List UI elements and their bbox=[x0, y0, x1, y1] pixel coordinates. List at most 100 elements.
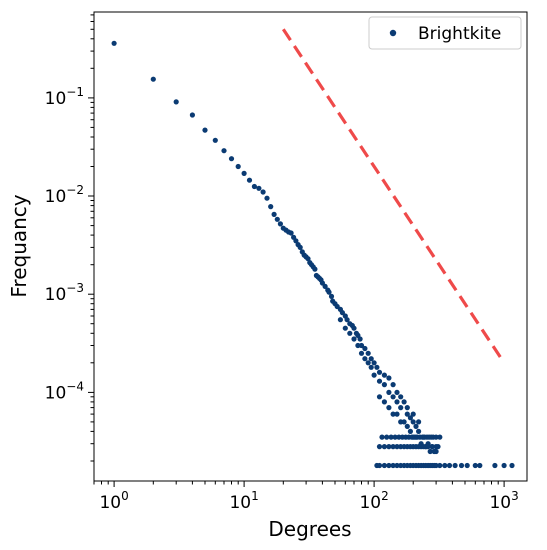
x-tick-label: 100 bbox=[99, 489, 128, 513]
data-point bbox=[394, 411, 400, 417]
data-point bbox=[189, 112, 195, 118]
data-point bbox=[347, 330, 353, 336]
data-point bbox=[357, 336, 363, 342]
data-point bbox=[381, 372, 387, 378]
data-point bbox=[351, 336, 357, 342]
data-point bbox=[173, 99, 179, 105]
data-point bbox=[221, 148, 227, 154]
data-point bbox=[427, 448, 433, 455]
x-tick-label: 102 bbox=[359, 489, 388, 513]
data-point bbox=[381, 444, 387, 450]
data-point bbox=[410, 411, 416, 417]
y-tick-label: 10−2 bbox=[45, 183, 84, 207]
data-point bbox=[293, 238, 299, 244]
data-point bbox=[371, 360, 377, 366]
data-point bbox=[337, 317, 343, 323]
data-point bbox=[371, 372, 377, 378]
y-axis-title: Frequancy bbox=[7, 194, 31, 297]
data-point bbox=[394, 462, 400, 469]
data-point bbox=[492, 462, 498, 469]
data-point bbox=[212, 137, 218, 143]
data-point bbox=[379, 434, 385, 440]
data-point bbox=[305, 256, 311, 262]
data-point bbox=[381, 462, 387, 469]
data-point bbox=[404, 405, 410, 411]
data-point bbox=[392, 434, 398, 440]
data-point bbox=[452, 462, 458, 469]
data-point bbox=[398, 405, 404, 411]
data-point bbox=[416, 428, 422, 434]
data-point bbox=[410, 419, 416, 425]
data-point bbox=[362, 345, 368, 352]
x-tick-label: 103 bbox=[489, 489, 518, 513]
data-point bbox=[431, 448, 437, 455]
data-point bbox=[260, 189, 266, 195]
data-point bbox=[386, 389, 392, 395]
data-point bbox=[390, 411, 396, 417]
data-point bbox=[376, 369, 383, 375]
data-point bbox=[458, 462, 465, 469]
data-point bbox=[368, 364, 374, 370]
data-point bbox=[344, 317, 350, 323]
data-point bbox=[111, 40, 117, 46]
data-point bbox=[401, 399, 407, 405]
reference-line bbox=[281, 28, 506, 364]
data-point bbox=[328, 293, 335, 299]
data-point bbox=[437, 462, 443, 469]
data-point bbox=[362, 356, 368, 362]
data-point bbox=[358, 350, 365, 356]
data-point bbox=[376, 378, 383, 384]
series-brightkite bbox=[111, 40, 515, 469]
data-point bbox=[442, 462, 448, 469]
data-point bbox=[264, 195, 270, 201]
data-point bbox=[509, 462, 515, 469]
data-point bbox=[407, 428, 413, 434]
data-point bbox=[416, 419, 422, 425]
data-point bbox=[376, 462, 383, 469]
data-point bbox=[312, 266, 318, 272]
data-point bbox=[386, 444, 392, 450]
data-point bbox=[384, 434, 390, 440]
y-tick-label: 10−4 bbox=[45, 379, 84, 403]
y-axis: 10−4 10−3 10−2 10−1 bbox=[45, 14, 94, 462]
data-point bbox=[413, 423, 419, 429]
data-point bbox=[386, 462, 392, 469]
data-point bbox=[435, 444, 441, 450]
y-tick-label: 10−3 bbox=[45, 281, 84, 305]
data-point bbox=[388, 434, 394, 440]
legend-box bbox=[368, 16, 522, 50]
data-point bbox=[404, 411, 410, 417]
data-point bbox=[339, 310, 345, 316]
data-point bbox=[381, 399, 387, 405]
data-point bbox=[390, 382, 396, 388]
data-point bbox=[355, 342, 361, 349]
data-point bbox=[326, 289, 332, 295]
data-point bbox=[390, 444, 396, 450]
data-point bbox=[274, 216, 280, 222]
data-point bbox=[477, 462, 483, 469]
data-point bbox=[202, 127, 208, 133]
x-tick-label: 101 bbox=[229, 489, 258, 513]
data-point bbox=[358, 342, 365, 349]
data-point bbox=[429, 444, 435, 450]
data-point bbox=[437, 434, 443, 440]
data-point bbox=[381, 382, 387, 388]
data-point bbox=[386, 375, 392, 381]
data-point bbox=[501, 462, 507, 469]
data-point bbox=[390, 394, 396, 400]
data-point bbox=[241, 170, 247, 176]
data-point bbox=[398, 394, 404, 400]
data-point bbox=[150, 76, 156, 82]
reference-line-layer bbox=[281, 28, 506, 364]
x-axis-title: Degrees bbox=[268, 517, 351, 541]
data-point bbox=[464, 462, 470, 469]
data-point bbox=[376, 444, 383, 450]
data-point bbox=[246, 177, 253, 183]
y-tick-label: 10−1 bbox=[45, 85, 84, 109]
data-point bbox=[425, 444, 431, 450]
data-point bbox=[394, 444, 400, 450]
legend-marker bbox=[389, 29, 397, 37]
data-point bbox=[433, 434, 439, 440]
data-point bbox=[376, 394, 383, 400]
